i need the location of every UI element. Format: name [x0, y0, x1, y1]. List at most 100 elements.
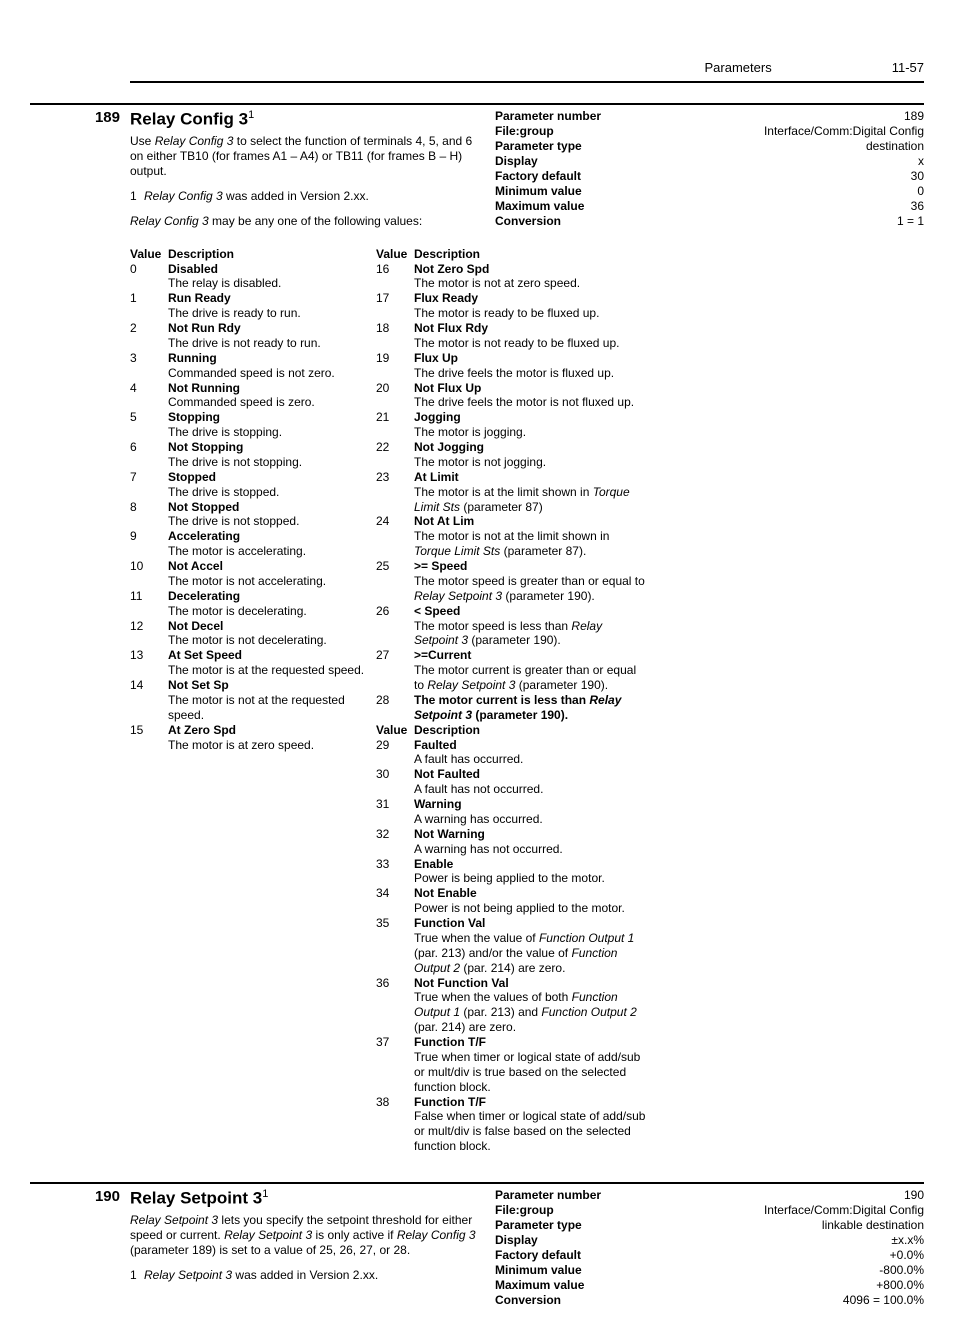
- value-number: 15: [130, 723, 168, 753]
- parameter-kv-table: Parameter number189File:groupInterface/C…: [495, 109, 924, 239]
- table-row: Minimum value-800.0%: [495, 1263, 924, 1278]
- kv-label: Factory default: [495, 169, 581, 184]
- kv-value: 190: [904, 1188, 924, 1203]
- value-label: At Limit: [414, 470, 646, 485]
- table-row: Parameter number189: [495, 109, 924, 124]
- value-description: Commanded speed is not zero.: [168, 366, 372, 381]
- value-label: Faulted: [414, 738, 646, 753]
- list-item: 29FaultedA fault has occurred.: [376, 738, 646, 768]
- header-page-number: 11-57: [892, 60, 924, 75]
- parameter-title: Relay Config 31: [130, 109, 485, 130]
- value-description: The motor is ready to be fluxed up.: [414, 306, 646, 321]
- value-label: Function T/F: [414, 1095, 646, 1110]
- parameter-number: 190: [70, 1188, 130, 1308]
- list-item: 24Not At LimThe motor is not at the limi…: [376, 514, 646, 559]
- list-item: 15At Zero SpdThe motor is at zero speed.: [130, 723, 372, 753]
- value-label: Disabled: [168, 262, 372, 277]
- value-label: Flux Ready: [414, 291, 646, 306]
- value-label: Not Warning: [414, 827, 646, 842]
- value-number: 34: [376, 886, 414, 916]
- table-row: File:groupInterface/Comm:Digital Config: [495, 124, 924, 139]
- value-description: The motor is not at the requested speed.: [168, 693, 372, 723]
- value-label: Not Enable: [414, 886, 646, 901]
- table-row: Factory default30: [495, 169, 924, 184]
- table-row: Displayx: [495, 154, 924, 169]
- kv-value: 0: [917, 184, 924, 199]
- value-label: Not Jogging: [414, 440, 646, 455]
- parameter-content: Relay Config 31Use Relay Config 3 to sel…: [130, 109, 924, 1154]
- table-row: Conversion4096 = 100.0%: [495, 1293, 924, 1308]
- table-row: Conversion1 = 1: [495, 214, 924, 229]
- table-row: Display±x.x%: [495, 1233, 924, 1248]
- value-description: The motor speed is greater than or equal…: [414, 574, 646, 604]
- value-label: Not At Lim: [414, 514, 646, 529]
- value-number: 28: [376, 693, 414, 723]
- list-item: 8Not StoppedThe drive is not stopped.: [130, 500, 372, 530]
- list-item: 7StoppedThe drive is stopped.: [130, 470, 372, 500]
- value-description: The relay is disabled.: [168, 276, 372, 291]
- kv-value: -800.0%: [879, 1263, 924, 1278]
- list-item: 12Not DecelThe motor is not decelerating…: [130, 619, 372, 649]
- value-description: The drive is stopping.: [168, 425, 372, 440]
- kv-value: linkable destination: [822, 1218, 924, 1233]
- kv-value: +800.0%: [876, 1278, 924, 1293]
- value-label: At Set Speed: [168, 648, 372, 663]
- kv-label: File:group: [495, 1203, 554, 1218]
- table-row: Parameter typelinkable destination: [495, 1218, 924, 1233]
- table-row: Maximum value36: [495, 199, 924, 214]
- page: Parameters 11-57 189Relay Config 31Use R…: [0, 0, 954, 1328]
- table-row: Minimum value 0: [495, 184, 924, 199]
- list-item: 37Function T/FTrue when timer or logical…: [376, 1035, 646, 1095]
- value-label: < Speed: [414, 604, 646, 619]
- kv-label: Conversion: [495, 214, 561, 229]
- value-number: 14: [130, 678, 168, 723]
- value-description: False when timer or logical state of add…: [414, 1109, 646, 1154]
- parameter-footnote: 1Relay Config 3 was added in Version 2.x…: [130, 189, 485, 204]
- list-item: 30Not FaultedA fault has not occurred.: [376, 767, 646, 797]
- kv-label: Maximum value: [495, 1278, 584, 1293]
- table-row: Parameter typedestination: [495, 139, 924, 154]
- value-label: Warning: [414, 797, 646, 812]
- value-number: 7: [130, 470, 168, 500]
- value-number: 24: [376, 514, 414, 559]
- value-label: At Zero Spd: [168, 723, 372, 738]
- value-number: 33: [376, 857, 414, 887]
- kv-label: Display: [495, 1233, 538, 1248]
- parameter-variants-line: Relay Config 3 may be any one of the fol…: [130, 214, 485, 229]
- value-label: Flux Up: [414, 351, 646, 366]
- value-number: 3: [130, 351, 168, 381]
- value-label: Not Flux Rdy: [414, 321, 646, 336]
- value-label: Running: [168, 351, 372, 366]
- list-item: 11DeceleratingThe motor is decelerating.: [130, 589, 372, 619]
- value-description: The motor is jogging.: [414, 425, 646, 440]
- value-label: Not Running: [168, 381, 372, 396]
- table-row: File:groupInterface/Comm:Digital Config: [495, 1203, 924, 1218]
- running-header: Parameters 11-57: [20, 60, 934, 75]
- list-item: 0DisabledThe relay is disabled.: [130, 262, 372, 292]
- kv-label: Minimum value: [495, 184, 582, 199]
- parameter-section: 189Relay Config 31Use Relay Config 3 to …: [30, 103, 924, 1154]
- value-description: A warning has not occurred.: [414, 842, 646, 857]
- value-number: 8: [130, 500, 168, 530]
- value-number: 12: [130, 619, 168, 649]
- list-item: 13At Set SpeedThe motor is at the reques…: [130, 648, 372, 678]
- value-label: Decelerating: [168, 589, 372, 604]
- value-description: The motor is at the requested speed.: [168, 663, 372, 678]
- value-number: 5: [130, 410, 168, 440]
- value-description: The drive is not ready to run.: [168, 336, 372, 351]
- value-description: The motor is not at zero speed.: [414, 276, 646, 291]
- parameter-number: 189: [70, 109, 130, 1154]
- value-label: >=Current: [414, 648, 646, 663]
- list-item: 26< SpeedThe motor speed is less than Re…: [376, 604, 646, 649]
- kv-label: Parameter type: [495, 139, 582, 154]
- value-label: Run Ready: [168, 291, 372, 306]
- list-item: 27>=CurrentThe motor current is greater …: [376, 648, 646, 693]
- kv-label: Conversion: [495, 1293, 561, 1308]
- value-label: Not Zero Spd: [414, 262, 646, 277]
- kv-label: Factory default: [495, 1248, 581, 1263]
- value-number: 31: [376, 797, 414, 827]
- list-item: 25>= SpeedThe motor speed is greater tha…: [376, 559, 646, 604]
- value-number: 25: [376, 559, 414, 604]
- value-description: The motor current is less than Relay Set…: [414, 693, 646, 723]
- list-item: 36Not Function ValTrue when the values o…: [376, 976, 646, 1036]
